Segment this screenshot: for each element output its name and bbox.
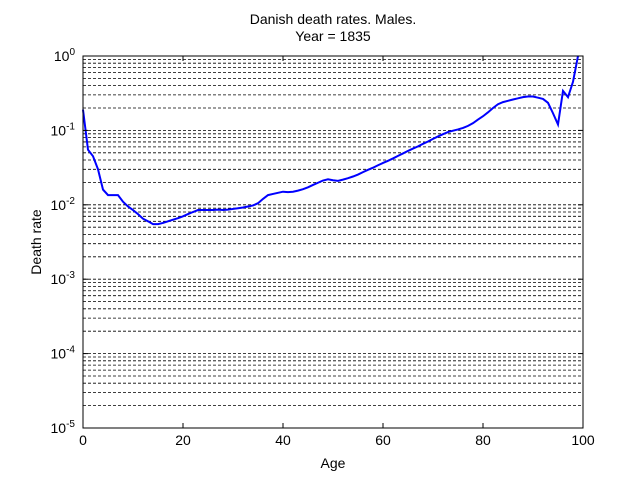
x-tick-label: 20 [175,432,191,448]
y-tick-label: 10-2 [51,196,76,213]
y-tick-label: 100 [54,47,76,64]
x-axis-label: Age [321,455,346,471]
x-ticks: 0 20 40 60 80 100 [79,56,595,448]
chart-subtitle: Year = 1835 [295,28,371,44]
y-ticks: 10-5 10-4 10-3 10-2 10-1 100 [51,47,583,436]
y-tick-label: 10-1 [51,121,76,138]
chart-title: Danish death rates. Males. [249,11,417,27]
data-line-layer [82,55,579,226]
y-tick-label: 10-3 [51,270,76,287]
grid-lines [83,59,583,429]
x-tick-label: 80 [475,432,491,448]
y-tick-label: 10-5 [51,419,76,436]
axes-box [82,55,584,429]
x-tick-label: 40 [275,432,291,448]
x-tick-label: 60 [375,432,391,448]
y-axis-label: Death rate [28,209,44,275]
death-rate-line [82,55,579,226]
x-tick-label: 100 [571,432,595,448]
x-tick-label: 0 [79,432,87,448]
y-tick-label: 10-4 [51,345,76,362]
